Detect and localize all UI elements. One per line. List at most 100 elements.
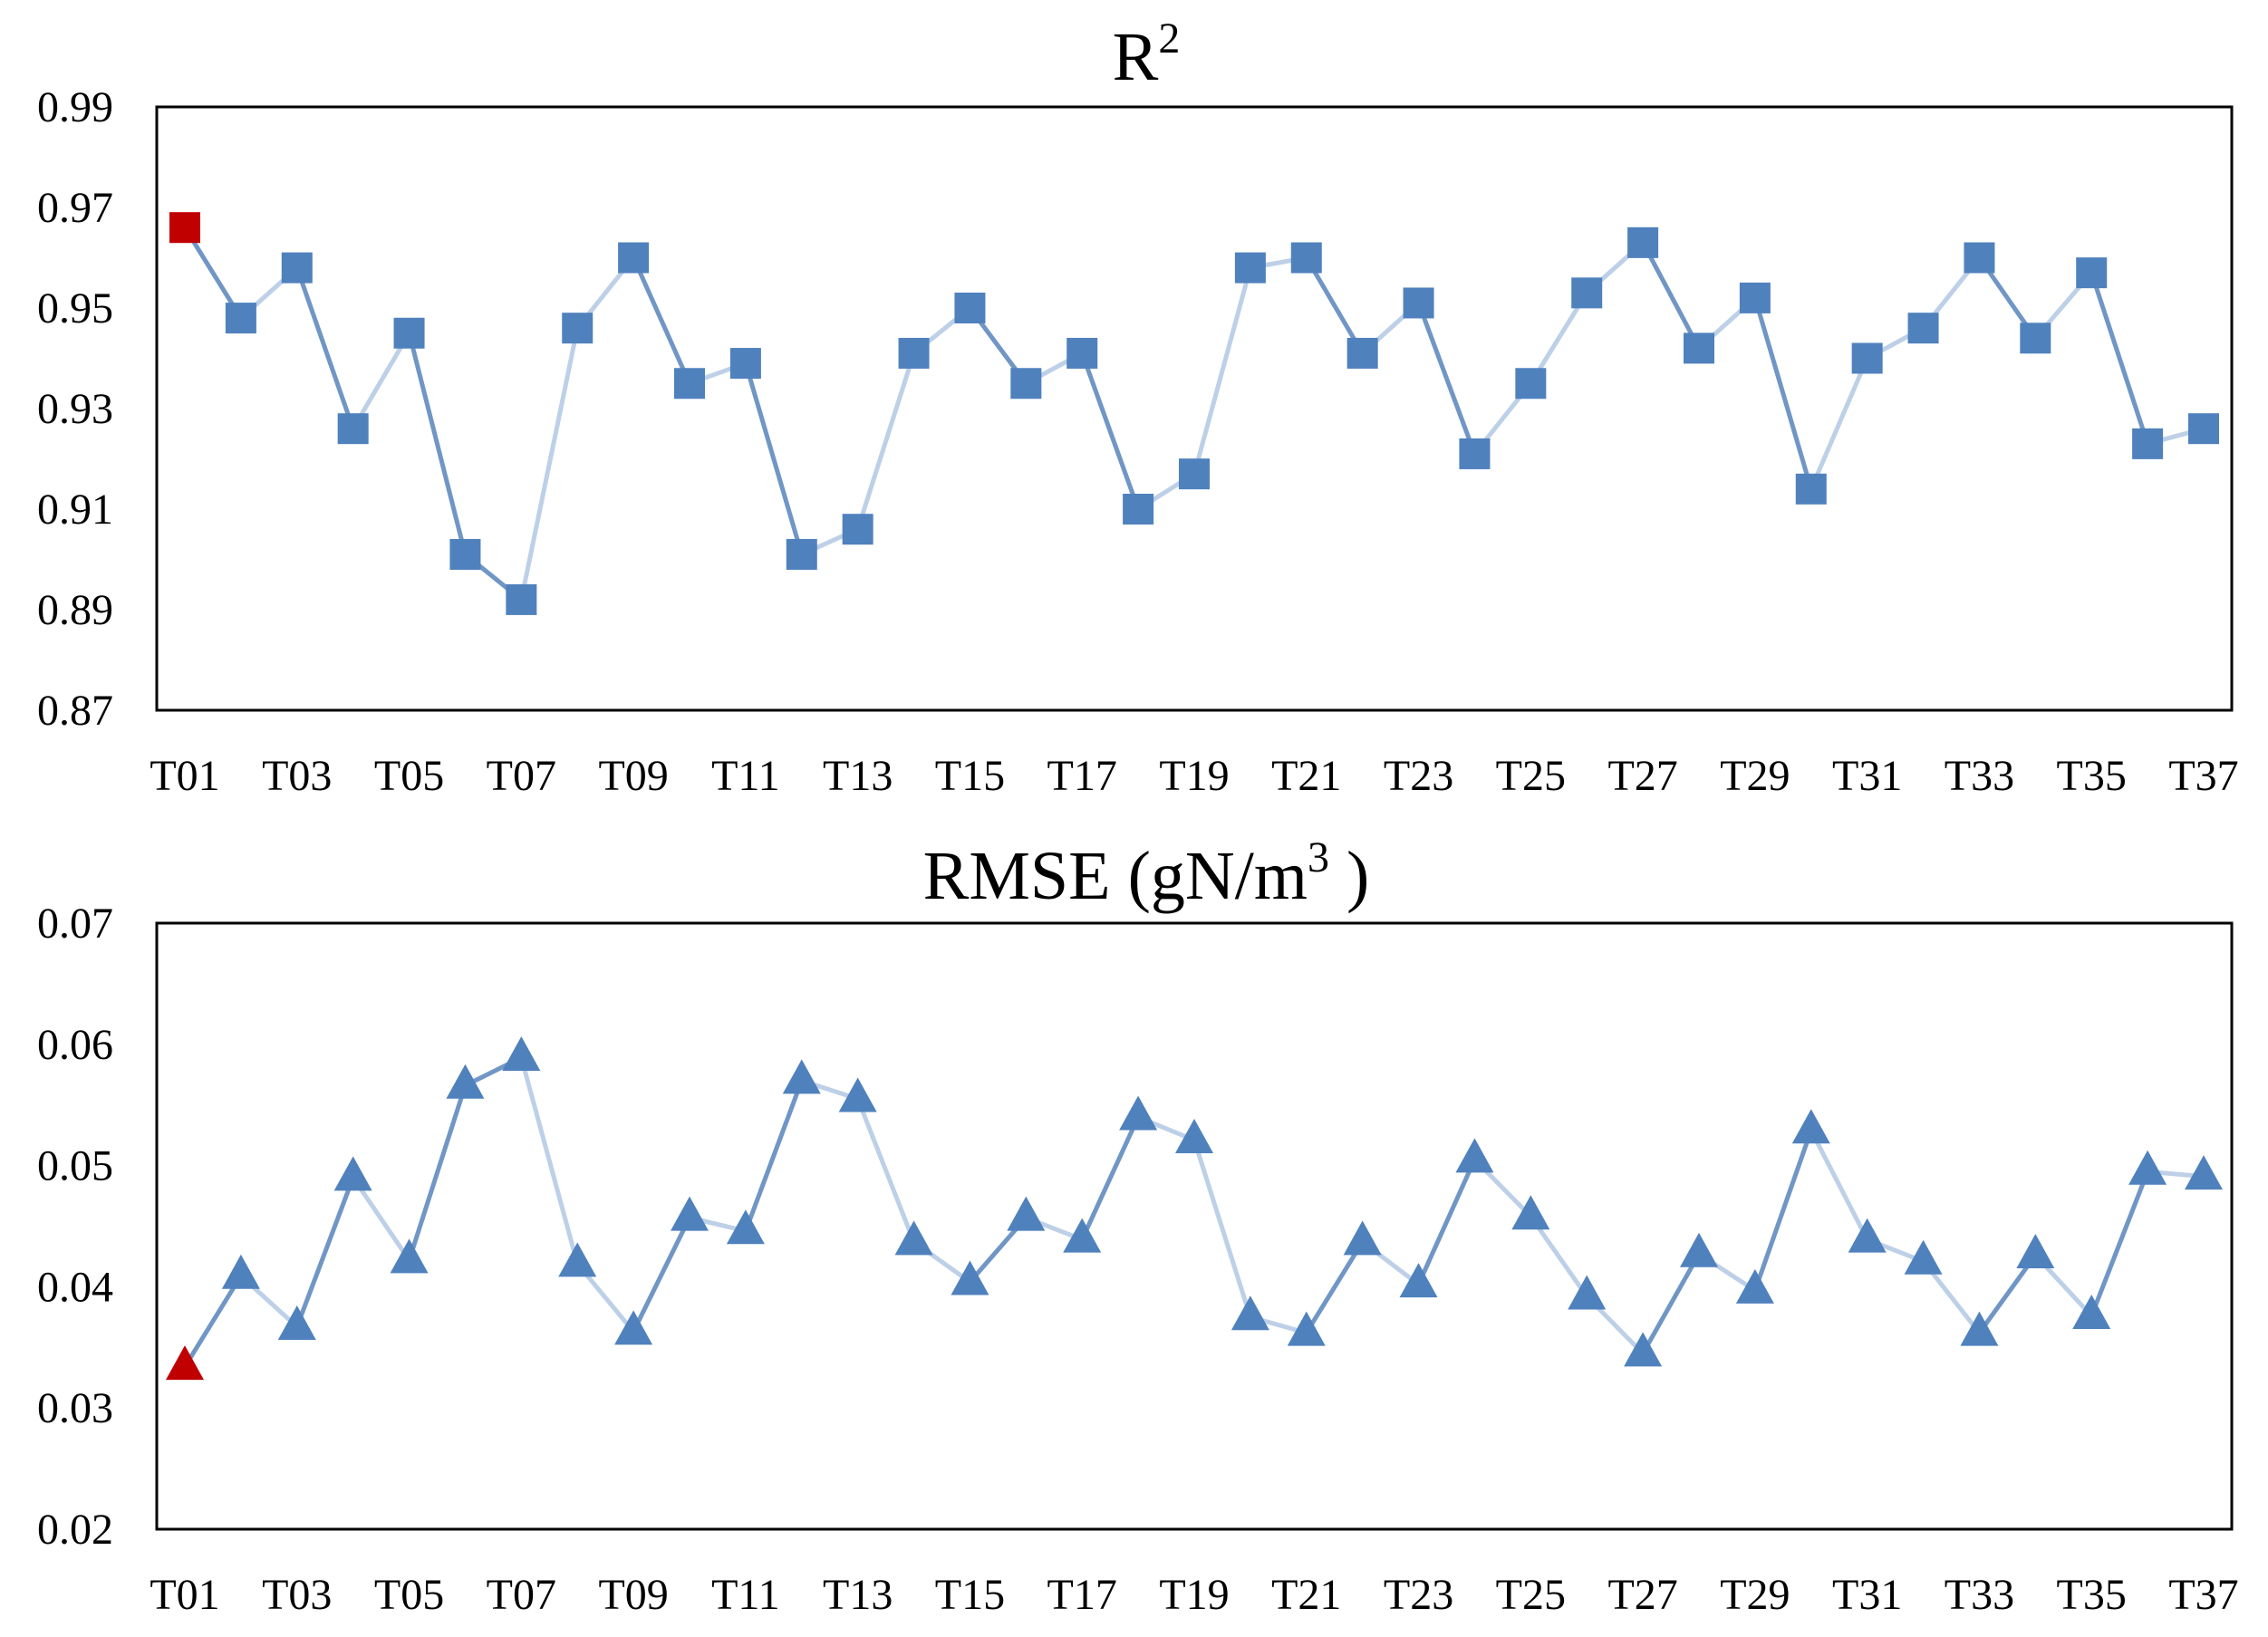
rmse-data-point-T36 xyxy=(2128,1150,2167,1185)
rmse-line-segment xyxy=(1416,1158,1477,1286)
rmse-line-segment xyxy=(518,1056,580,1265)
rmse-y-tick-label: 0.07 xyxy=(37,900,113,948)
rmse-title-sup: 3 xyxy=(1308,833,1329,881)
rmse-data-point-T21 xyxy=(1287,1311,1326,1346)
rmse-data-point-T01 xyxy=(166,1345,204,1381)
r2-x-tick-label: T33 xyxy=(1945,752,2014,800)
r2-data-point-T34 xyxy=(2020,323,2051,354)
r2-line-segment xyxy=(1809,357,1869,490)
rmse-data-point-T28 xyxy=(1680,1232,1718,1267)
r2-line-segment xyxy=(631,256,692,385)
rmse-chart-title: RMSE (gN/m3 ) xyxy=(923,833,1370,914)
r2-data-point-T29 xyxy=(1739,282,1771,313)
r2-x-tick-label: T19 xyxy=(1159,752,1229,800)
rmse-x-axis: T01 T03 T05 T07 T09 T11 T13 T15 T17 T19 T21 T23 T25 T… xyxy=(150,1571,2238,1619)
r2-data-point-T12 xyxy=(786,538,817,570)
r2-data-point-T36 xyxy=(2132,428,2164,459)
r2-data-point-T23 xyxy=(1403,287,1434,319)
rmse-y-axis: 0.07 0.06 0.05 0.04 0.03 0.02 xyxy=(37,900,113,1554)
r2-y-tick-label: 0.87 xyxy=(37,687,113,735)
r2-data-point-T14 xyxy=(898,337,930,369)
rmse-line-segment xyxy=(1809,1129,1869,1241)
r2-line-segment xyxy=(518,327,580,601)
rmse-data-point-T23 xyxy=(1399,1263,1438,1298)
r2-chart-title: R2 xyxy=(1113,14,1181,95)
rmse-data-point-T15 xyxy=(951,1260,989,1295)
rmse-line-segment xyxy=(1304,1240,1365,1334)
rmse-data-point-T07 xyxy=(502,1035,541,1071)
rmse-line-segment xyxy=(631,1217,692,1334)
rmse-plot-area xyxy=(155,921,2234,1531)
rmse-line-segment xyxy=(743,1080,805,1232)
r2-data-point-T24 xyxy=(1459,438,1491,469)
r2-data-point-T27 xyxy=(1627,226,1659,258)
rmse-data-point-T20 xyxy=(1231,1295,1269,1331)
r2-x-axis: T01 T03 T05 T07 T09 T11 T13 T15 T17 T19 T21 T23 T25 T… xyxy=(150,752,2238,800)
rmse-x-tick-label: T07 xyxy=(487,1571,556,1619)
rmse-title-end: ) xyxy=(1329,838,1369,914)
r2-data-point-T20 xyxy=(1234,252,1266,284)
r2-x-tick-label: T23 xyxy=(1384,752,1453,800)
r2-data-point-T09 xyxy=(618,242,650,274)
r2-x-tick-label: T29 xyxy=(1720,752,1790,800)
r2-data-point-T07 xyxy=(506,583,537,615)
r2-line-segment xyxy=(1416,302,1477,455)
r2-data-point-T01 xyxy=(169,212,200,244)
rmse-x-tick-label: T25 xyxy=(1496,1571,1566,1619)
r2-chart-panel: R2 0.990.970.950.930.910.890.87 T01 T03 T0… xyxy=(37,14,2239,800)
rmse-x-tick-label: T19 xyxy=(1159,1571,1229,1619)
r2-y-tick-label: 0.97 xyxy=(37,184,113,232)
r2-x-tick-label: T09 xyxy=(598,752,668,800)
r2-line-segment xyxy=(1752,297,1814,490)
rmse-data-point-T26 xyxy=(1568,1275,1607,1310)
rmse-data-point-T02 xyxy=(221,1254,260,1289)
rmse-x-tick-label: T35 xyxy=(2057,1571,2127,1619)
rmse-x-tick-label: T17 xyxy=(1047,1571,1117,1619)
r2-x-tick-label: T11 xyxy=(711,752,780,800)
r2-y-tick-label: 0.99 xyxy=(37,83,113,131)
r2-data-point-T21 xyxy=(1290,242,1322,274)
r2-data-point-T05 xyxy=(393,317,425,349)
rmse-series-markers xyxy=(166,1035,2223,1381)
rmse-x-tick-label: T27 xyxy=(1607,1571,1677,1619)
rmse-x-tick-label: T03 xyxy=(262,1571,332,1619)
r2-data-point-T13 xyxy=(842,514,873,545)
r2-data-point-T33 xyxy=(1964,242,1995,274)
r2-line-segment xyxy=(1640,241,1702,350)
r2-data-point-T16 xyxy=(1010,368,1042,400)
r2-series-line xyxy=(182,226,2205,602)
rmse-data-point-T24 xyxy=(1455,1138,1494,1173)
rmse-data-point-T33 xyxy=(1960,1311,1999,1346)
rmse-data-point-T10 xyxy=(671,1196,709,1231)
rmse-x-tick-label: T33 xyxy=(1945,1571,2014,1619)
r2-line-segment xyxy=(2089,272,2150,445)
r2-y-tick-label: 0.95 xyxy=(37,284,113,332)
r2-series-markers xyxy=(169,212,2219,615)
r2-x-tick-label: T31 xyxy=(1832,752,1902,800)
rmse-data-point-T11 xyxy=(726,1209,765,1245)
r2-line-segment xyxy=(351,332,411,430)
r2-data-point-T32 xyxy=(1907,313,1939,344)
rmse-x-tick-label: T31 xyxy=(1832,1571,1902,1619)
r2-data-point-T02 xyxy=(225,303,256,334)
r2-data-point-T22 xyxy=(1346,337,1378,369)
rmse-data-point-T34 xyxy=(2016,1234,2055,1269)
r2-x-tick-label: T07 xyxy=(487,752,556,800)
rmse-data-point-T25 xyxy=(1511,1195,1550,1230)
r2-line-segment xyxy=(1192,266,1253,475)
rmse-data-point-T27 xyxy=(1624,1332,1663,1367)
rmse-data-point-T17 xyxy=(1063,1218,1102,1253)
rmse-x-tick-label: T23 xyxy=(1384,1571,1453,1619)
rmse-data-point-T16 xyxy=(1007,1196,1046,1231)
rmse-x-tick-label: T15 xyxy=(935,1571,1005,1619)
rmse-data-point-T13 xyxy=(838,1077,877,1112)
r2-data-point-T28 xyxy=(1684,332,1714,364)
r2-x-tick-label: T03 xyxy=(262,752,332,800)
rmse-data-point-T08 xyxy=(558,1242,597,1277)
rmse-data-point-T30 xyxy=(1791,1109,1830,1144)
rmse-data-point-T18 xyxy=(1119,1095,1158,1131)
r2-x-tick-label: T13 xyxy=(823,752,893,800)
rmse-data-point-T04 xyxy=(333,1156,372,1191)
r2-data-point-T08 xyxy=(562,313,594,344)
rmse-data-point-T32 xyxy=(1904,1239,1943,1275)
